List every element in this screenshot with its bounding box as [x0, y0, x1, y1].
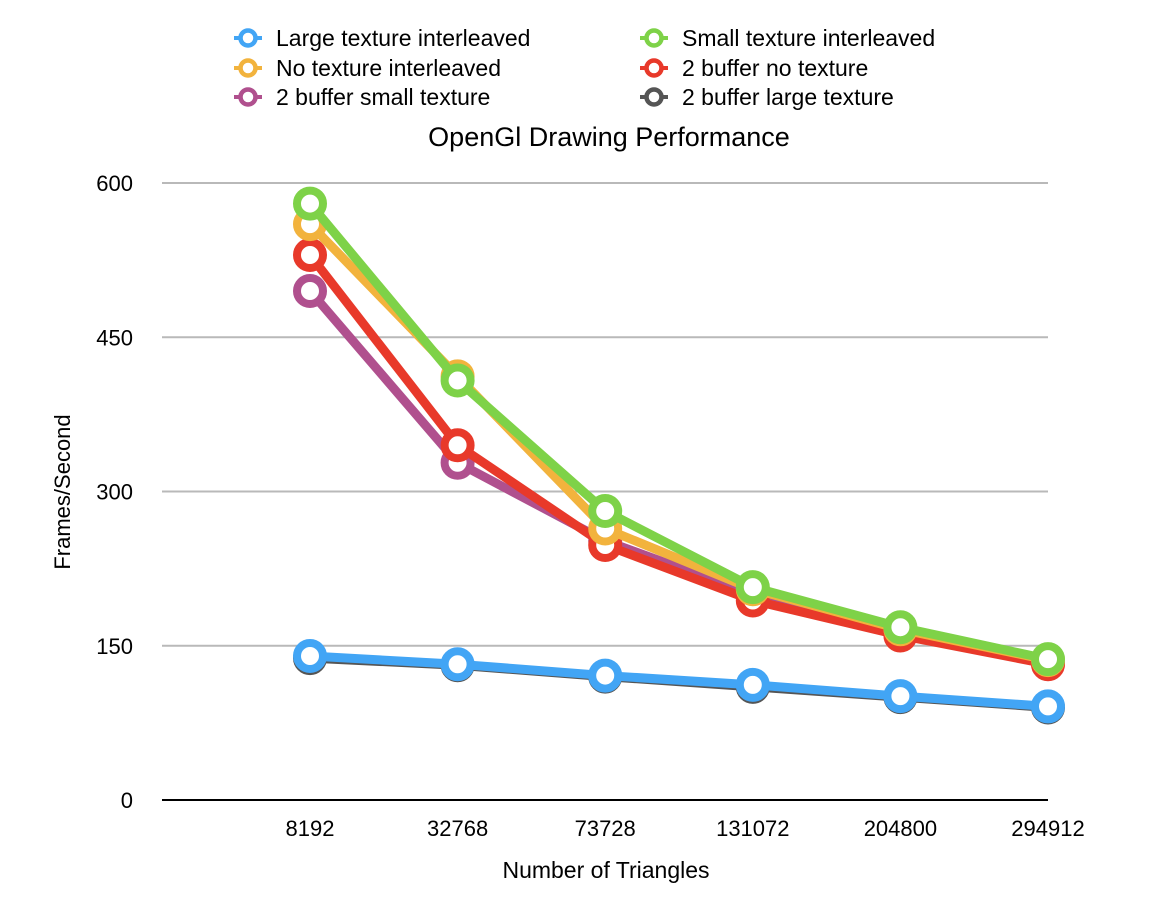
x-tick-label: 32768: [427, 816, 488, 841]
x-axis-label: Number of Triangles: [502, 857, 709, 883]
series-line: [305, 286, 1053, 668]
x-tick-label: 8192: [286, 816, 335, 841]
y-tick-label: 300: [96, 480, 133, 505]
grid: [162, 182, 1048, 801]
y-axis-label: Frames/Second: [50, 414, 75, 569]
legend-item: Large texture interleaved: [234, 25, 530, 51]
legend-item: 2 buffer large texture: [640, 84, 894, 110]
legend-swatch-marker: [238, 87, 258, 107]
legend-label: No texture interleaved: [276, 55, 501, 81]
legend-swatch-marker: [644, 28, 664, 48]
legend-item: 2 buffer small texture: [234, 84, 490, 110]
data-point: [883, 679, 918, 714]
series: [293, 207, 1065, 678]
x-tick-label: 204800: [864, 816, 937, 841]
legend-label: Large texture interleaved: [276, 25, 530, 51]
data-point: [735, 667, 770, 702]
series-line: [305, 199, 1053, 664]
chart-title: OpenGl Drawing Performance: [428, 122, 790, 152]
y-tick-label: 600: [96, 171, 133, 196]
series: [293, 186, 1065, 677]
series-line: [305, 250, 1053, 669]
x-tick-label: 73728: [575, 816, 636, 841]
data-point: [1031, 642, 1065, 677]
legend-item: No texture interleaved: [234, 55, 501, 81]
x-tick-label: 294912: [1011, 816, 1084, 841]
data-point: [293, 186, 327, 221]
legend-label: 2 buffer no texture: [682, 55, 868, 81]
y-tick-label: 0: [121, 788, 133, 813]
legend-label: 2 buffer small texture: [276, 84, 490, 110]
legend-item: Small texture interleaved: [640, 25, 935, 51]
legend-swatch-marker: [238, 58, 258, 78]
data-point: [735, 570, 770, 605]
series: [293, 237, 1065, 682]
series-line: [305, 651, 1053, 711]
legend-swatch-marker: [644, 58, 664, 78]
data-point: [440, 363, 475, 398]
data-point: [588, 494, 623, 529]
legend-swatch-marker: [238, 28, 258, 48]
data-point: [440, 647, 475, 682]
data-point: [440, 428, 475, 463]
data-point: [883, 610, 918, 645]
x-axis-ticks: 8192 32768 73728 131072 204800 294912: [286, 816, 1085, 841]
series-line: [305, 219, 1053, 665]
data-point: [293, 273, 327, 308]
series-layer: [293, 186, 1065, 725]
data-point: [293, 237, 327, 272]
x-tick-label: 131072: [716, 816, 789, 841]
series: [293, 639, 1065, 724]
legend-swatch-marker: [644, 87, 664, 107]
legend-label: Small texture interleaved: [682, 25, 935, 51]
legend-label: 2 buffer large texture: [682, 84, 894, 110]
data-point: [293, 639, 327, 674]
y-axis-ticks: 0 150 300 450 600: [96, 171, 133, 813]
legend-item: 2 buffer no texture: [640, 55, 868, 81]
y-tick-label: 150: [96, 634, 133, 659]
legend: Large texture interleaved Small texture i…: [234, 25, 935, 110]
data-point: [1031, 689, 1065, 724]
data-point: [588, 658, 623, 693]
y-tick-label: 450: [96, 325, 133, 350]
